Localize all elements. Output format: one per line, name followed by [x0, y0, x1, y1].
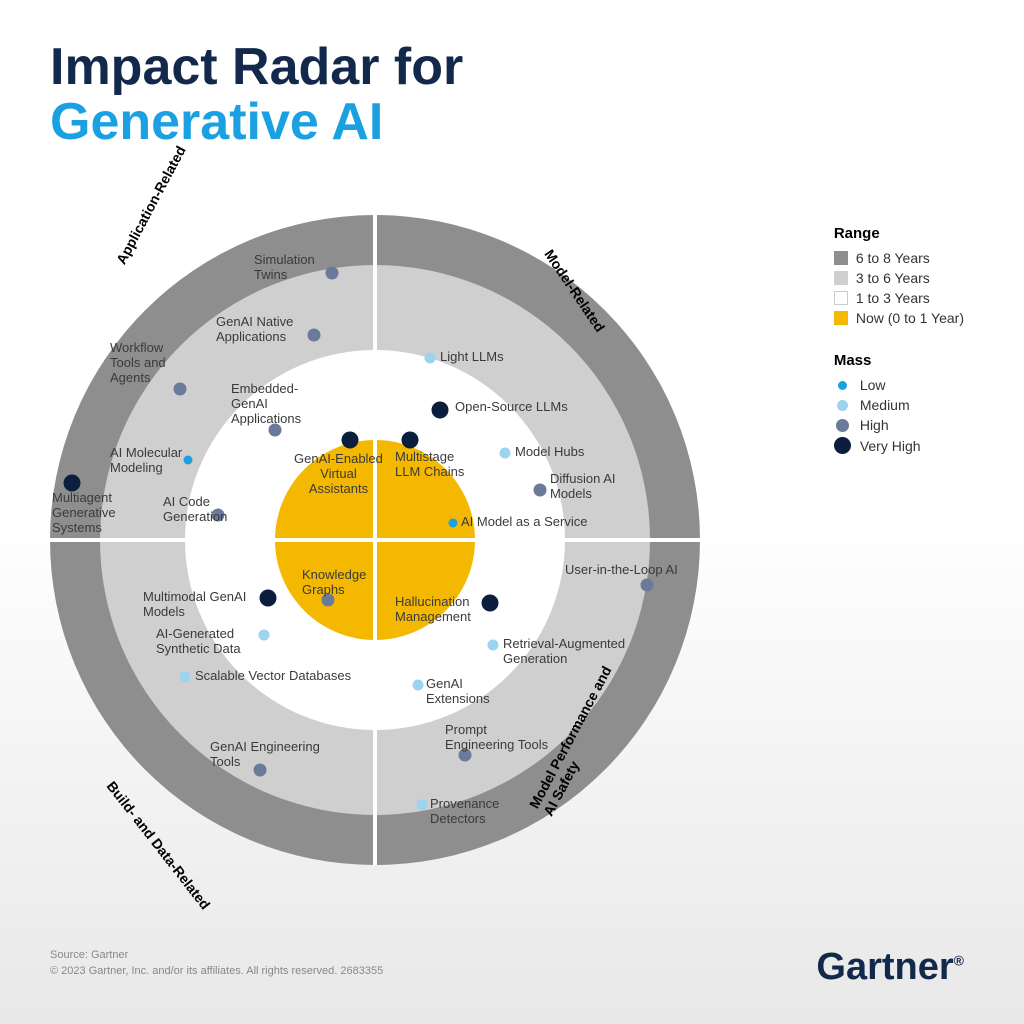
- tech-dot: [417, 800, 428, 811]
- tech-dot: [413, 680, 424, 691]
- tech-label: Light LLMs: [440, 350, 504, 365]
- tech-dot: [259, 630, 270, 641]
- tech-dot: [402, 432, 419, 449]
- legend-mass-row: Medium: [834, 397, 964, 413]
- radar-chart: Application-RelatedModel-RelatedBuild- a…: [50, 215, 700, 865]
- tech-label: GenAI Native Applications: [216, 315, 293, 345]
- legend-mass-items: Low Medium High Very High: [834, 377, 964, 454]
- footer-credits: Source: Gartner © 2023 Gartner, Inc. and…: [50, 948, 383, 979]
- tech-dot: [500, 448, 511, 459]
- tech-dot: [342, 432, 359, 449]
- legend-mass-row: Low: [834, 377, 964, 393]
- tech-dot: [432, 402, 449, 419]
- tech-dot: [326, 267, 339, 280]
- chart-title: Impact Radar for Generative AI: [50, 40, 463, 149]
- tech-label: GenAI-Enabled Virtual Assistants: [294, 452, 383, 497]
- legend-range-row: 1 to 3 Years: [834, 290, 964, 306]
- tech-label: Knowledge Graphs: [302, 568, 366, 598]
- footer-source: Source: Gartner: [50, 948, 383, 963]
- tech-label: Diffusion AI Models: [550, 472, 616, 502]
- tech-label: Multimodal GenAI Models: [143, 590, 246, 620]
- tech-label: AI Model as a Service: [461, 515, 587, 530]
- tech-dot: [260, 590, 277, 607]
- tech-dot: [534, 484, 547, 497]
- legend-mass-row: High: [834, 417, 964, 433]
- tech-label: Embedded- GenAI Applications: [231, 382, 301, 427]
- tech-label: GenAI Extensions: [426, 677, 490, 707]
- tech-label: User-in-the-Loop AI: [565, 563, 678, 578]
- tech-label: Simulation Twins: [254, 253, 315, 283]
- tech-label: Retrieval-Augmented Generation: [503, 637, 625, 667]
- tech-dot: [184, 456, 193, 465]
- tech-dot: [174, 383, 187, 396]
- footer-copyright: © 2023 Gartner, Inc. and/or its affiliat…: [50, 964, 383, 979]
- tech-dot: [308, 329, 321, 342]
- gartner-logo: Gartner®: [816, 946, 964, 989]
- legend-range-items: 6 to 8 Years 3 to 6 Years 1 to 3 Years Now …: [834, 250, 964, 326]
- tech-label: Model Hubs: [515, 445, 584, 460]
- title-line-1: Impact Radar for: [50, 40, 463, 95]
- tech-label: Open-Source LLMs: [455, 400, 568, 415]
- title-line-2: Generative AI: [50, 95, 463, 150]
- tech-dot: [449, 519, 458, 528]
- tech-dot: [64, 475, 81, 492]
- tech-label: Workflow Tools and Agents: [110, 341, 166, 386]
- tech-dot: [425, 353, 436, 364]
- legend-range-row: 3 to 6 Years: [834, 270, 964, 286]
- tech-label: Provenance Detectors: [430, 797, 499, 827]
- legend-mass-row: Very High: [834, 437, 964, 454]
- tech-dot: [180, 672, 191, 683]
- tech-label: Multiagent Generative Systems: [52, 491, 116, 536]
- tech-dot: [641, 579, 654, 592]
- tech-label: Prompt Engineering Tools: [445, 723, 548, 753]
- legend-range-row: 6 to 8 Years: [834, 250, 964, 266]
- tech-label: AI-Generated Synthetic Data: [156, 627, 241, 657]
- legend: Range 6 to 8 Years 3 to 6 Years 1 to 3 Yea…: [834, 225, 964, 458]
- tech-label: AI Code Generation: [163, 495, 227, 525]
- tech-dot: [488, 640, 499, 651]
- tech-dot: [482, 595, 499, 612]
- tech-label: Scalable Vector Databases: [195, 669, 351, 684]
- tech-label: Multistage LLM Chains: [395, 450, 464, 480]
- legend-mass-title: Mass: [834, 352, 964, 369]
- quadrant-label: Application-Related: [113, 143, 189, 267]
- legend-range-title: Range: [834, 225, 964, 242]
- tech-label: GenAI Engineering Tools: [210, 740, 320, 770]
- tech-label: Hallucination Management: [395, 595, 471, 625]
- tech-label: AI Molecular Modeling: [110, 446, 182, 476]
- legend-range-row: Now (0 to 1 Year): [834, 310, 964, 326]
